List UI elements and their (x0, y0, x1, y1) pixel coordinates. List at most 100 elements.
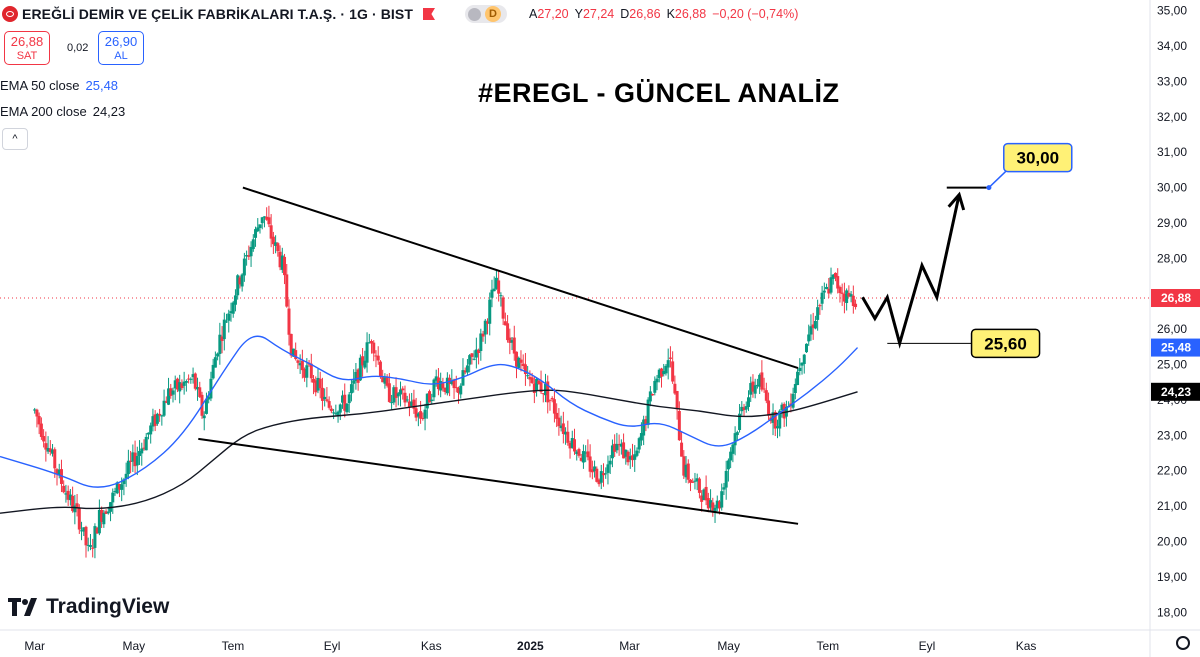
candle-body (309, 363, 313, 379)
candle-body (637, 438, 641, 450)
buy-price: 26,90 (104, 34, 138, 49)
y-tick-label: 23,00 (1157, 428, 1187, 442)
gear-icon[interactable] (1176, 636, 1190, 650)
candle-body (354, 371, 358, 381)
candle-body (283, 256, 287, 276)
candle-body (746, 397, 750, 407)
candle-body (370, 341, 374, 344)
sell-button[interactable]: 26,88 SAT (4, 31, 50, 65)
candle-body (738, 413, 742, 430)
candle-body (258, 224, 262, 228)
candle-body (791, 393, 795, 408)
high-label: Y (574, 7, 583, 21)
candle-body (271, 236, 275, 245)
candle-body (358, 357, 362, 381)
ema200-legend[interactable]: EMA 200 close 24,23 (0, 104, 125, 119)
candle-body (550, 397, 554, 400)
candle-body (443, 387, 447, 393)
candle-body (631, 455, 634, 461)
candle-body (463, 370, 467, 373)
candle-body (602, 473, 606, 476)
candle-body (155, 413, 159, 424)
candle-body (452, 379, 456, 389)
candle-body (497, 280, 501, 294)
candle-body (39, 423, 43, 437)
candle-body (767, 400, 771, 416)
candle-body (579, 457, 583, 461)
candle-body (445, 377, 449, 394)
candle-body (818, 305, 822, 307)
candle-body (581, 451, 585, 463)
x-tick-label: May (717, 639, 740, 653)
candle-body (265, 216, 269, 220)
candle-body (387, 383, 391, 402)
candle-body (624, 449, 628, 457)
buy-button[interactable]: 26,90 AL (98, 31, 144, 65)
candle-body (704, 486, 708, 501)
candle-body (254, 229, 258, 238)
candle-body (113, 491, 117, 493)
candle-body (314, 380, 318, 393)
candle-body (577, 449, 581, 456)
flag-icon[interactable] (423, 8, 435, 20)
ema50-legend[interactable]: EMA 50 close 25,48 (0, 78, 118, 93)
candle-body (394, 387, 398, 398)
x-tick-label: Tem (222, 639, 245, 653)
tradingview-logo[interactable]: TradingView (8, 595, 169, 619)
symbol-header: EREĞLİ DEMİR VE ÇELİK FABRİKALARI T.A.Ş.… (0, 4, 798, 24)
brand-name: TradingView (46, 595, 170, 618)
candle-body (102, 512, 106, 525)
candle-body (680, 442, 684, 457)
candle-body (483, 320, 487, 335)
candle-body (588, 456, 592, 472)
candle-body (249, 246, 253, 257)
x-tick-label: Mar (619, 639, 640, 653)
symbol-title[interactable]: EREĞLİ DEMİR VE ÇELİK FABRİKALARI T.A.Ş.… (22, 6, 413, 22)
candle-body (111, 492, 115, 503)
candle-body (372, 342, 376, 354)
candle-body (158, 413, 162, 416)
candle-body (325, 399, 329, 401)
candle-body (564, 431, 568, 435)
candle-body (242, 258, 246, 276)
candle-body (117, 484, 121, 490)
candle-body (256, 227, 260, 232)
candle-body (477, 349, 481, 353)
candle-body (175, 378, 179, 390)
candle-body (521, 363, 525, 366)
ema200-value: 24,23 (92, 104, 126, 119)
candle-body (320, 387, 324, 401)
currency-toggle[interactable]: D (465, 5, 507, 23)
candle-body (744, 406, 748, 410)
x-tick-label: Tem (816, 639, 839, 653)
candle-body (414, 408, 418, 418)
candle-body (597, 479, 601, 485)
candle-body (800, 362, 804, 366)
candle-body (251, 239, 255, 250)
candle-body (590, 469, 594, 473)
candle-body (713, 507, 717, 512)
candle-body (492, 288, 496, 292)
price-tag-label: 26,88 (1161, 291, 1191, 305)
candle-body (356, 369, 360, 383)
candle-body (755, 384, 759, 386)
candle-body (106, 511, 110, 514)
low-value: 26,86 (629, 7, 661, 21)
target-anchor-dot (986, 185, 992, 191)
ema50-line (0, 335, 859, 488)
y-tick-label: 32,00 (1157, 110, 1187, 124)
candle-body (722, 487, 726, 490)
candle-body (312, 378, 316, 383)
candle-body (528, 377, 532, 380)
candle-body (465, 365, 469, 373)
collapse-legend-button[interactable]: ^ (2, 128, 28, 150)
candle-body (385, 376, 389, 386)
candle-body (171, 390, 175, 395)
ema200-line (0, 389, 858, 514)
candle-body (403, 392, 407, 403)
candle-body (651, 394, 655, 396)
candle-body (144, 436, 148, 451)
y-tick-label: 22,00 (1157, 464, 1187, 478)
candle-body (610, 445, 614, 459)
